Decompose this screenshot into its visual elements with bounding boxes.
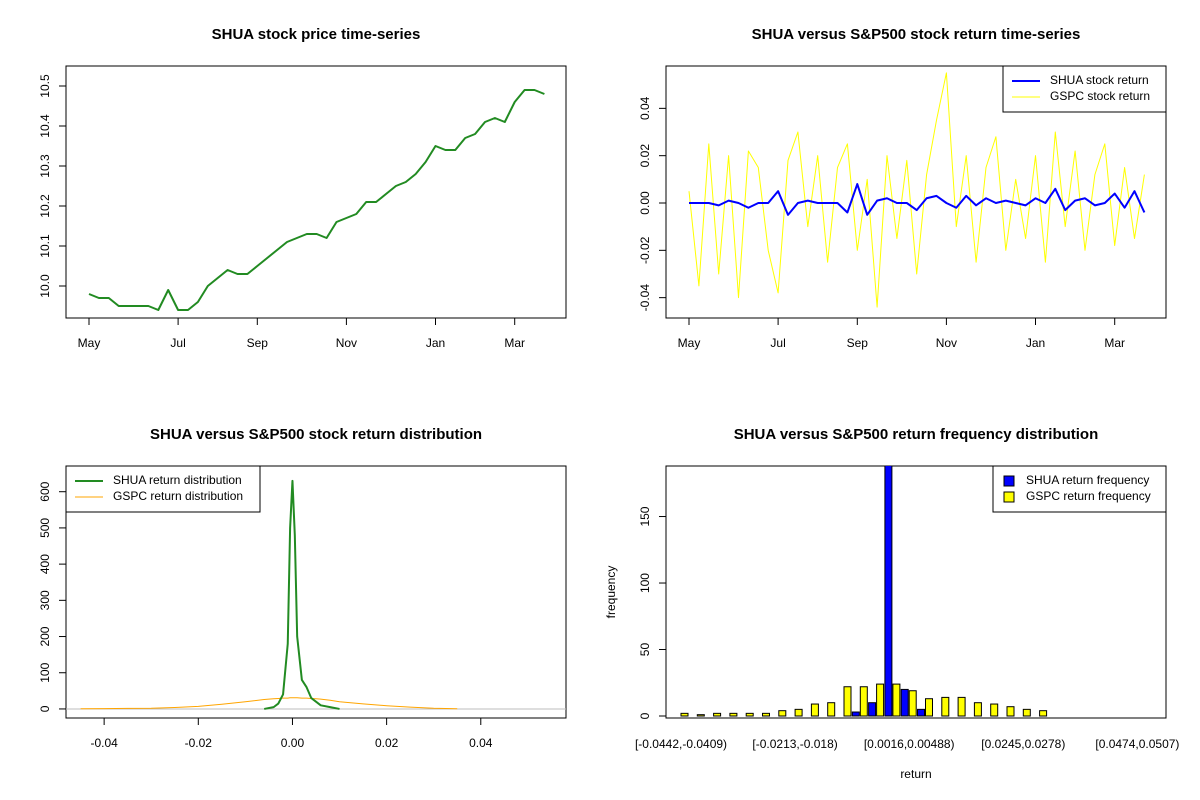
bar <box>957 696 966 717</box>
x-tick-label: [0.0474,0.0507) <box>1095 737 1179 751</box>
x-tick-label: Sep <box>247 336 269 350</box>
bar <box>868 702 877 717</box>
y-tick-label: 150 <box>638 506 652 526</box>
y-tick-label: 600 <box>38 481 52 501</box>
y-tick-label: 100 <box>38 662 52 682</box>
bar <box>696 714 705 717</box>
legend-box <box>992 465 1167 513</box>
bar <box>859 686 868 717</box>
bar <box>917 708 925 717</box>
bar <box>851 711 860 717</box>
bar <box>941 696 950 717</box>
y-tick-label: 10.5 <box>38 74 52 98</box>
y-tick-label: 300 <box>38 590 52 610</box>
chart-title: SHUA versus S&P500 return frequency dist… <box>734 426 1099 443</box>
x-tick-label: [-0.0213,-0.018) <box>752 737 837 751</box>
series-line <box>688 72 1145 308</box>
y-tick-label: -0.04 <box>638 284 652 312</box>
y-tick-label: 10.4 <box>38 114 52 138</box>
x-tick-label: Jul <box>770 336 785 350</box>
y-tick-label: 400 <box>38 554 52 574</box>
y-tick-label: 0.02 <box>638 144 652 168</box>
y-tick-label: -0.02 <box>638 236 652 264</box>
y-tick-label: 10.3 <box>38 154 52 178</box>
x-tick-label: [-0.0442,-0.0409) <box>635 737 727 751</box>
x-axis-title: return <box>900 767 931 781</box>
x-tick-label: Jan <box>1026 336 1045 350</box>
y-axis-title: frequency <box>604 566 618 619</box>
y-tick-label: 500 <box>38 518 52 538</box>
series-line <box>264 479 340 710</box>
legend-box <box>1002 65 1167 113</box>
chart-title: SHUA versus S&P500 stock return distribu… <box>150 426 482 443</box>
bar <box>973 702 982 717</box>
x-tick-label: [0.0016,0.00488) <box>864 737 955 751</box>
legend-label: SHUA return frequency <box>1026 473 1149 487</box>
bar <box>876 683 885 717</box>
legend-label: GSPC return frequency <box>1026 489 1151 503</box>
bar <box>884 466 893 717</box>
y-tick-label: 10.0 <box>38 274 52 298</box>
x-tick-label: Nov <box>336 336 357 350</box>
legend-box <box>65 465 261 513</box>
x-tick-label: Nov <box>936 336 957 350</box>
bar <box>762 712 770 717</box>
bar <box>680 712 689 717</box>
x-tick-label: Sep <box>847 336 869 350</box>
bar <box>908 690 917 717</box>
series-line <box>689 183 1146 216</box>
bar <box>745 712 754 717</box>
x-tick-label: -0.04 <box>90 736 118 750</box>
x-tick-label: May <box>78 336 101 350</box>
bar <box>925 698 933 717</box>
x-tick-label: -0.02 <box>185 736 213 750</box>
y-tick-label: 0.00 <box>638 191 652 215</box>
y-tick-label: 50 <box>638 643 652 657</box>
x-tick-label: Jul <box>170 336 185 350</box>
series-line <box>88 89 545 311</box>
y-tick-label: 100 <box>638 573 652 593</box>
bar <box>1022 708 1031 717</box>
x-tick-label: May <box>678 336 701 350</box>
x-tick-label: 0.00 <box>281 736 305 750</box>
x-tick-label: 0.04 <box>469 736 493 750</box>
y-tick-label: 0 <box>38 705 52 712</box>
series-line <box>80 697 458 710</box>
bar <box>843 686 852 717</box>
y-tick-label: 0.04 <box>638 96 652 120</box>
bar <box>778 710 787 717</box>
x-tick-label: Jan <box>426 336 445 350</box>
y-tick-label: 10.2 <box>38 194 52 218</box>
legend-swatch <box>1003 491 1015 503</box>
bar <box>713 712 722 717</box>
legend-label: SHUA return distribution <box>113 473 242 487</box>
bar <box>1039 710 1048 717</box>
bar <box>827 702 836 717</box>
chart-title: SHUA versus S&P500 stock return time-ser… <box>752 26 1081 43</box>
y-tick-label: 0 <box>638 712 652 719</box>
bar <box>1006 706 1015 717</box>
legend-label: SHUA stock return <box>1050 73 1149 87</box>
x-tick-label: Mar <box>504 336 525 350</box>
bar <box>892 683 901 717</box>
x-tick-label: Mar <box>1104 336 1125 350</box>
bar <box>810 703 819 717</box>
legend-label: GSPC return distribution <box>113 489 243 503</box>
x-tick-label: 0.02 <box>375 736 399 750</box>
legend-label: GSPC stock return <box>1050 89 1150 103</box>
x-tick-label: [0.0245,0.0278) <box>981 737 1065 751</box>
bar <box>729 712 738 717</box>
bar <box>794 708 803 717</box>
y-tick-label: 200 <box>38 626 52 646</box>
chart-title: SHUA stock price time-series <box>212 26 421 43</box>
bar <box>990 703 999 717</box>
legend-swatch <box>1003 475 1015 487</box>
bar <box>900 688 909 717</box>
y-tick-label: 10.1 <box>38 234 52 258</box>
